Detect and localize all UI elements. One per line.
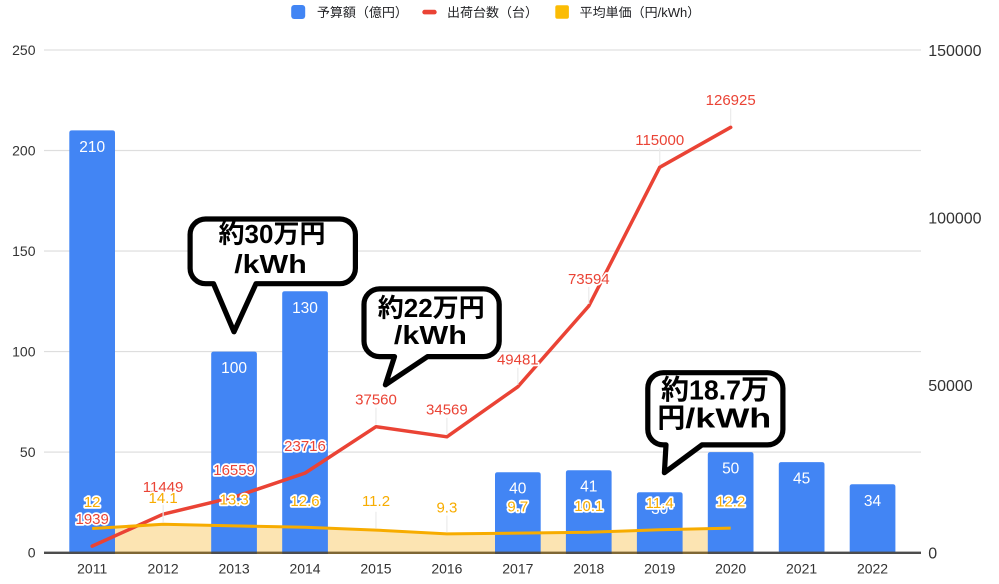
- svg-text:126925: 126925: [706, 92, 756, 109]
- svg-text:115000: 115000: [635, 132, 684, 149]
- svg-text:2019: 2019: [644, 561, 675, 577]
- svg-text:37560: 37560: [355, 392, 397, 409]
- svg-text:/kWh: /kWh: [658, 5, 688, 20]
- svg-text:150000: 150000: [928, 43, 981, 60]
- svg-text:40: 40: [509, 481, 527, 498]
- svg-text:16559: 16559: [213, 462, 255, 479]
- svg-text:2013: 2013: [219, 561, 250, 577]
- svg-text:150: 150: [12, 243, 36, 259]
- svg-text:11449: 11449: [143, 479, 184, 496]
- svg-text:9.7: 9.7: [507, 499, 528, 516]
- svg-text:41: 41: [580, 479, 597, 496]
- svg-text:2015: 2015: [360, 561, 391, 577]
- svg-text:2022: 2022: [857, 561, 888, 577]
- svg-text:0: 0: [928, 545, 937, 562]
- svg-text:/kWh: /kWh: [394, 320, 467, 350]
- svg-text:250: 250: [12, 42, 36, 58]
- svg-text:1939: 1939: [76, 511, 109, 528]
- svg-text:2020: 2020: [715, 561, 746, 577]
- svg-text:2016: 2016: [431, 561, 462, 577]
- svg-text:34569: 34569: [426, 402, 468, 419]
- svg-text:50: 50: [20, 444, 36, 460]
- svg-text:73594: 73594: [568, 271, 610, 288]
- svg-text:100000: 100000: [928, 210, 981, 227]
- svg-text:/kWh: /kWh: [234, 249, 307, 279]
- svg-text:30: 30: [651, 501, 669, 518]
- svg-text:30: 30: [245, 219, 274, 249]
- svg-text:50: 50: [722, 461, 740, 478]
- svg-text:11.4: 11.4: [646, 495, 674, 512]
- svg-text:34: 34: [864, 493, 882, 510]
- svg-text:22: 22: [404, 293, 433, 323]
- svg-text:12.2: 12.2: [716, 494, 745, 511]
- svg-text:2017: 2017: [502, 561, 533, 577]
- svg-text:10.1: 10.1: [574, 498, 603, 515]
- svg-text:2014: 2014: [289, 561, 320, 577]
- svg-text:0: 0: [28, 545, 36, 561]
- svg-text:/kWh: /kWh: [685, 403, 771, 434]
- svg-text:49481: 49481: [497, 352, 539, 369]
- svg-text:2021: 2021: [786, 561, 817, 577]
- svg-text:100: 100: [221, 360, 247, 377]
- svg-text:12.6: 12.6: [290, 493, 319, 510]
- svg-text:50000: 50000: [928, 378, 973, 395]
- svg-text:18.7: 18.7: [689, 374, 741, 405]
- svg-text:210: 210: [79, 139, 105, 156]
- svg-text:2011: 2011: [77, 561, 107, 577]
- svg-text:200: 200: [12, 143, 36, 159]
- svg-text:100: 100: [12, 344, 36, 360]
- svg-text:9.3: 9.3: [436, 500, 457, 517]
- svg-text:45: 45: [793, 471, 810, 488]
- svg-text:14.1: 14.1: [148, 490, 177, 507]
- svg-text:2012: 2012: [148, 561, 179, 577]
- svg-text:23716: 23716: [284, 438, 326, 455]
- svg-text:11.2: 11.2: [362, 493, 390, 510]
- svg-text:12: 12: [84, 494, 101, 511]
- svg-text:2018: 2018: [573, 561, 604, 577]
- svg-text:13.3: 13.3: [219, 491, 248, 508]
- svg-text:130: 130: [292, 300, 318, 317]
